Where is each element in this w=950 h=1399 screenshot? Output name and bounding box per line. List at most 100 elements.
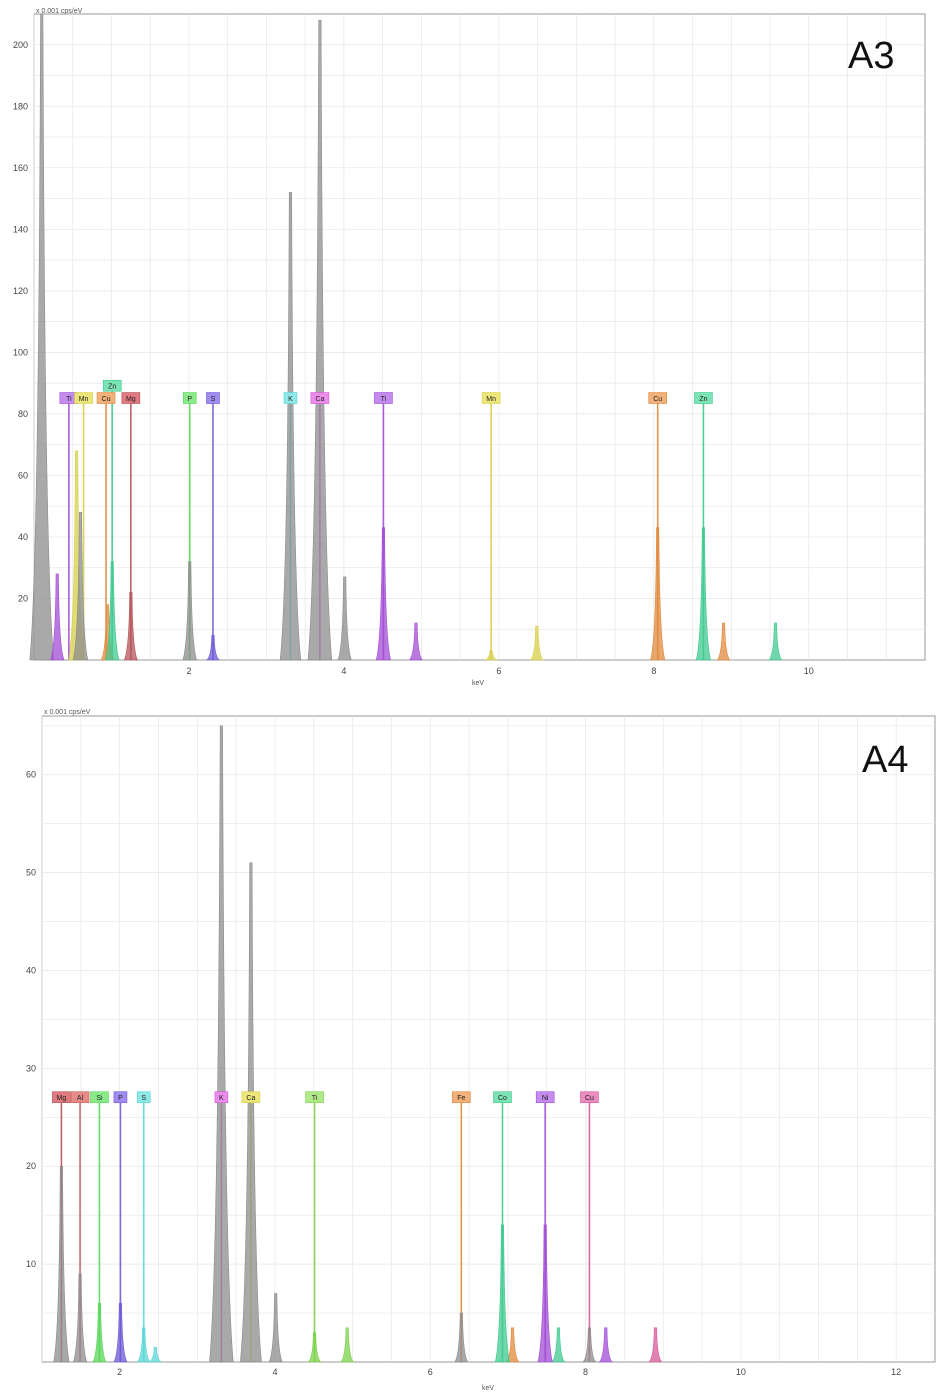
y-tick-label: 160	[13, 163, 28, 173]
chart-a4-title: A4	[862, 739, 908, 781]
element-tag-label: Mn	[486, 396, 496, 403]
x-tick-label: 2	[117, 1367, 122, 1377]
y-tick-label: 100	[13, 347, 28, 357]
element-tag-label: S	[211, 396, 216, 403]
element-tag-ti	[374, 392, 393, 404]
element-tag-label: Ni	[542, 1095, 549, 1102]
spectrum-peak	[337, 576, 352, 661]
element-tag-label: Ti	[66, 396, 72, 403]
spectrum-peak	[307, 19, 333, 661]
element-tag-ca	[310, 392, 330, 404]
chart-a4-ylabel: x 0.001 cps/eV	[44, 709, 91, 716]
spectrum-peak	[209, 725, 234, 1363]
spectrum-peak	[149, 1347, 162, 1363]
element-tag-label: S	[141, 1095, 146, 1102]
plot-area: 20 40 60 80 100 120 140 160 180 200 2 4 6 8 10 Ti Mn Cu Zn…	[13, 13, 926, 676]
spectrum-peak	[551, 1327, 566, 1363]
element-tag-mn	[481, 392, 501, 404]
element-tag-mn	[74, 392, 93, 404]
spectrum-peak	[340, 1327, 355, 1363]
spectrum-peak	[582, 1327, 597, 1363]
element-tag-p	[113, 1091, 128, 1104]
element-tag-label: Ca	[315, 396, 324, 403]
y-tick-label: 180	[13, 101, 28, 111]
element-tag-label: Cu	[585, 1095, 594, 1102]
chart-a3-xlabel: keV	[472, 680, 484, 687]
plot-frame	[33, 13, 926, 661]
x-tick-label: 6	[428, 1367, 433, 1377]
element-tag-al	[70, 1091, 90, 1104]
spectrum-peak	[537, 1224, 553, 1363]
plot-frame	[41, 715, 936, 1363]
spectrum-peak	[598, 1327, 613, 1363]
plot-area: 10 20 30 40 50 60 2 4 6 8 10 12 Mg Al Si P S K Ca Ti Fe Co Ni C…	[26, 715, 936, 1377]
element-tag-label: Ti	[312, 1095, 318, 1102]
spectrum-peak	[494, 1224, 511, 1363]
element-tag-label: Ca	[246, 1095, 255, 1102]
spectrum-peak	[104, 561, 120, 661]
element-tag-k	[214, 1091, 229, 1104]
chart-a3: 20 40 60 80 100 120 140 160 180 200 2 4 6 8 10 Ti Mn Cu Zn…	[13, 8, 926, 687]
x-tick-label: 6	[496, 666, 501, 676]
element-tag-cu	[580, 1091, 599, 1104]
spectrum-peak	[92, 1302, 107, 1363]
spectrum-peak	[454, 1312, 469, 1363]
y-tick-label: 10	[26, 1259, 36, 1269]
y-tick-label: 200	[13, 40, 28, 50]
element-tag-si	[90, 1091, 109, 1104]
spectrum-peak	[72, 1273, 88, 1363]
spectrum-peak	[239, 862, 262, 1363]
element-tag-label: Si	[96, 1095, 103, 1102]
y-tick-label: 140	[13, 224, 28, 234]
element-tag-label: Ti	[381, 396, 387, 403]
spectrum-peak	[529, 625, 544, 661]
spectrum-peak	[505, 1327, 520, 1363]
spectrum-peak	[268, 1293, 283, 1363]
x-tick-label: 2	[186, 666, 191, 676]
y-tick-label: 40	[18, 532, 28, 542]
element-tag-ti	[305, 1091, 324, 1104]
element-tag-label: P	[118, 1095, 123, 1102]
y-tick-label: 30	[26, 1063, 36, 1073]
y-tick-label: 80	[18, 409, 28, 419]
spectrum-peak	[279, 192, 302, 661]
element-tag-label: Mg	[57, 1095, 67, 1102]
element-tag-mg	[121, 392, 141, 404]
element-tag-label: Co	[498, 1095, 507, 1102]
spectrum-peak	[29, 13, 55, 661]
y-tick-label: 50	[26, 868, 36, 878]
chart-a4-xlabel: keV	[482, 1385, 494, 1392]
y-tick-label: 20	[26, 1161, 36, 1171]
element-tag-label: Mn	[79, 396, 89, 403]
spectrum-peak	[716, 622, 731, 661]
element-tag-label: Zn	[108, 384, 116, 391]
y-tick-label: 60	[18, 470, 28, 480]
element-tag-zn	[102, 379, 122, 392]
spectrum-peak	[50, 573, 65, 661]
x-tick-label: 10	[804, 666, 814, 676]
element-tag-ni	[535, 1091, 555, 1104]
element-tag-label: Zn	[699, 396, 707, 403]
chart-a3-ylabel: x 0.001 cps/eV	[36, 8, 83, 15]
element-tag-label: Cu	[653, 396, 662, 403]
element-tag-fe	[452, 1091, 471, 1104]
spectrum-peak	[307, 1332, 322, 1363]
x-tick-label: 8	[651, 666, 656, 676]
element-tag-co	[493, 1091, 512, 1104]
element-tag-label: Al	[77, 1095, 84, 1102]
element-tag-s	[136, 1091, 151, 1104]
element-tag-cu	[96, 392, 116, 404]
chart-a4: 10 20 30 40 50 60 2 4 6 8 10 12 Mg Al Si P S K Ca Ti Fe Co Ni C…	[26, 709, 936, 1392]
spectrum-peak	[650, 527, 666, 661]
element-tag-s	[206, 392, 220, 404]
spectrum-peak	[484, 650, 498, 661]
spectrum-peak	[123, 592, 138, 661]
element-tag-label: P	[187, 396, 192, 403]
spectrum-peak	[205, 635, 221, 661]
y-tick-label: 20	[18, 593, 28, 603]
y-tick-label: 40	[26, 965, 36, 975]
x-tick-label: 12	[891, 1367, 901, 1377]
spectrum-peak	[648, 1327, 663, 1363]
element-tag-ca	[241, 1091, 261, 1104]
spectrum-peak	[72, 512, 89, 661]
